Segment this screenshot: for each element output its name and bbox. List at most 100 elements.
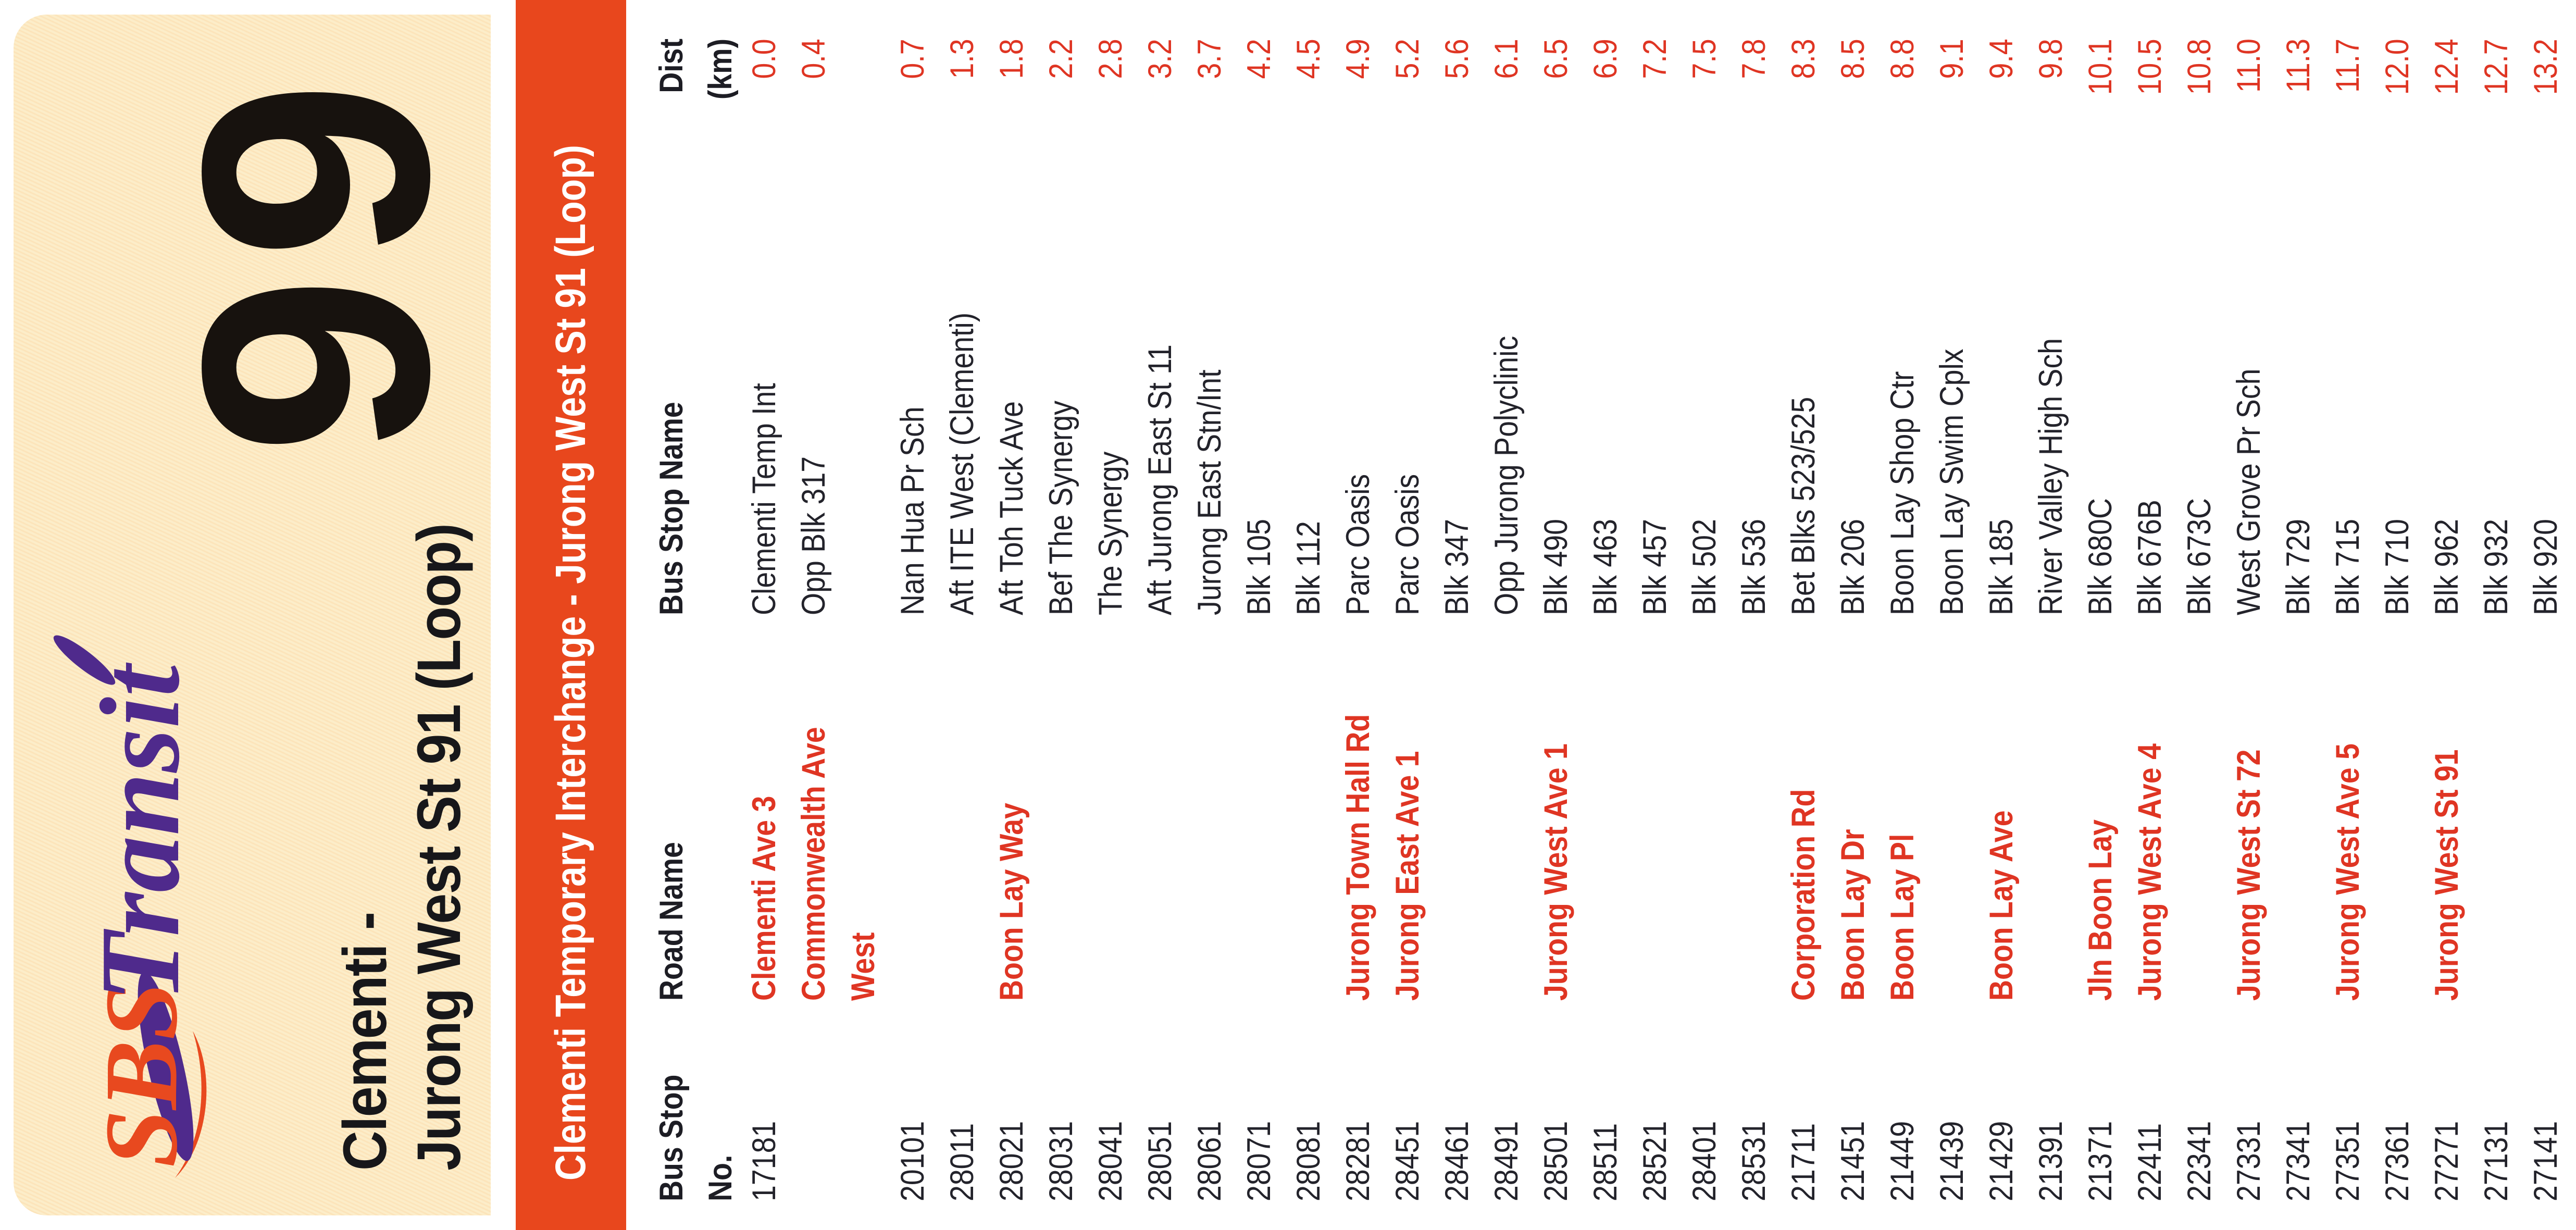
table-row: 27361 Blk 710 12.0 [2373,0,2422,1230]
distance-cell: 1.3 [944,39,980,79]
distance-cell: 3.2 [1142,39,1178,79]
route-name-line1: Clementi - [331,912,400,1171]
table-row: 28031 Bef The Synergy 2.2 [1037,0,1086,1230]
road-name-cell: Boon Lay Ave [1983,810,2020,1001]
stop-number-cell: 27361 [2379,1121,2416,1201]
stop-number-cell: 28511 [1587,1123,1624,1201]
stop-name-cell: Opp Blk 317 [795,456,832,615]
road-name-cell: Jurong West St 91 [2429,749,2465,1001]
route-number: 99 [135,65,496,455]
header-bus-stop-line2: No. [702,1154,739,1201]
stop-number-cell: 28491 [1488,1121,1525,1201]
road-name-cell: Jln Boon Lay [2082,819,2119,1001]
stop-number-cell: 28051 [1142,1121,1178,1201]
distance-cell: 11.7 [2330,39,2366,93]
stop-number-cell: 28281 [1340,1121,1376,1201]
stop-name-cell: Aft Toh Tuck Ave [993,401,1030,615]
table-row: 27271 Jurong West St 91 Blk 962 12.4 [2422,0,2472,1230]
stop-name-cell: Blk 185 [1983,519,2020,615]
stop-name-cell: Blk 676B [2132,500,2168,615]
route-banner-text: Clementi Temporary Interchange - Jurong … [547,144,594,1181]
table-row: 20101 Nan Hua Pr Sch 0.7 [888,0,938,1230]
distance-cell: 8.8 [1884,39,1921,79]
stop-name-cell: Blk 206 [1835,519,1871,615]
table-row: 28521 Blk 457 7.2 [1631,0,1680,1230]
stop-number-cell: 17181 [746,1121,782,1201]
table-row: 28501 Jurong West Ave 1 Blk 490 6.5 [1532,0,1581,1230]
table-row: 27131 Blk 932 12.7 [2472,0,2521,1230]
stop-name-cell: Blk 536 [1736,519,1772,615]
distance-cell: 10.5 [2132,39,2168,95]
road-name-cell: Jurong West Ave 1 [1538,743,1574,1001]
distance-cell: 12.4 [2429,39,2465,95]
distance-cell: 6.1 [1488,39,1525,79]
distance-cell: 11.3 [2280,39,2317,93]
stop-name-cell: Blk 932 [2478,519,2515,615]
stop-name-cell: Clementi Temp Int [746,383,782,615]
stop-name-cell: Blk 710 [2379,519,2416,615]
road-name-cell: Jurong West Ave 4 [2132,743,2168,1001]
distance-cell: 4.5 [1290,39,1327,79]
logo-leaf-icon [53,635,116,685]
road-name-cell: West [845,932,881,1001]
header-bus-stop-line1: Bus Stop [653,1074,690,1201]
stop-name-cell: Boon Lay Swim Cplx [1934,349,1970,616]
stop-number-cell: 27141 [2528,1121,2564,1201]
table-row: 21391 River Valley High Sch 9.8 [2026,0,2076,1230]
distance-cell: 7.8 [1736,39,1772,79]
table-row: 28041 The Synergy 2.8 [1086,0,1136,1230]
stop-name-cell: Aft Jurong East St 11 [1142,344,1178,615]
stop-name-cell: Blk 673C [2181,498,2218,615]
table-row: 21449 Boon Lay Pl Boon Lay Shop Ctr 8.8 [1878,0,1927,1230]
logo-transit-text: Transit [78,662,203,1002]
stop-name-cell: Nan Hua Pr Sch [894,406,931,615]
distance-cell: 2.2 [1043,39,1079,79]
header-dist-line1: Dist [653,39,690,93]
road-name-cell: Boon Lay Pl [1884,834,1921,1001]
stop-name-cell: Blk 105 [1241,519,1277,615]
table-row: 28511 Blk 463 6.9 [1581,0,1631,1230]
table-row: 22411 Jurong West Ave 4 Blk 676B 10.5 [2125,0,2175,1230]
road-name-cell: Corporation Rd [1785,789,1822,1001]
distance-cell: 2.8 [1092,39,1129,79]
logo-sbs-text: SBS [84,982,199,1167]
stop-name-cell: Boon Lay Shop Ctr [1884,371,1921,615]
stop-name-cell: Blk 729 [2280,519,2317,615]
stop-name-cell: West Grove Pr Sch [2231,368,2267,615]
stop-name-cell: Blk 680C [2082,498,2119,615]
stop-name-cell: Blk 347 [1439,519,1475,615]
stop-number-cell: 27131 [2478,1121,2515,1201]
road-name-cell: Clementi Ave 3 [746,796,782,1001]
guide-header-panel: SBS Transit 99 Clementi - Jurong West St… [14,15,496,1215]
stop-number-cell: 27341 [2280,1121,2317,1201]
stop-number-cell: 28531 [1736,1121,1772,1201]
distance-cell: 9.8 [2033,39,2069,79]
distance-cell: 7.2 [1637,39,1673,79]
stop-number-cell: 22411 [2132,1123,2168,1201]
stop-number-cell: 28081 [1290,1121,1327,1201]
table-row: 27331 Jurong West St 72 West Grove Pr Sc… [2224,0,2274,1230]
distance-cell: 1.8 [993,39,1030,79]
table-row: 21451 Boon Lay Dr Blk 206 8.5 [1828,0,1878,1230]
stop-name-cell: Blk 715 [2330,519,2366,615]
stop-name-cell: Blk 457 [1637,519,1673,615]
table-row: 17181 Clementi Ave 3 Clementi Temp Int 0… [740,0,789,1230]
table-row: Commonwealth Ave Opp Blk 317 0.4 [789,0,839,1230]
distance-cell: 8.3 [1785,39,1822,79]
table-row: 28461 Blk 347 5.6 [1433,0,1482,1230]
distance-cell: 3.7 [1191,39,1228,79]
distance-cell: 8.5 [1835,39,1871,79]
table-row: West [839,0,888,1230]
stop-number-cell: 28071 [1241,1121,1277,1201]
table-row: 22341 Blk 673C 10.8 [2175,0,2224,1230]
table-row: 21371 Jln Boon Lay Blk 680C 10.1 [2076,0,2125,1230]
table-row: 27351 Jurong West Ave 5 Blk 715 11.7 [2323,0,2373,1230]
stop-number-cell: 28461 [1439,1121,1475,1201]
table-row: 28491 Opp Jurong Polyclinic 6.1 [1482,0,1532,1230]
stop-name-cell: Parc Oasis [1389,474,1426,615]
stop-number-cell: 27331 [2231,1121,2267,1201]
header-road-name: Road Name [653,841,690,1001]
road-name-cell: Jurong West Ave 5 [2330,743,2366,1001]
stop-number-cell: 28031 [1043,1121,1079,1201]
